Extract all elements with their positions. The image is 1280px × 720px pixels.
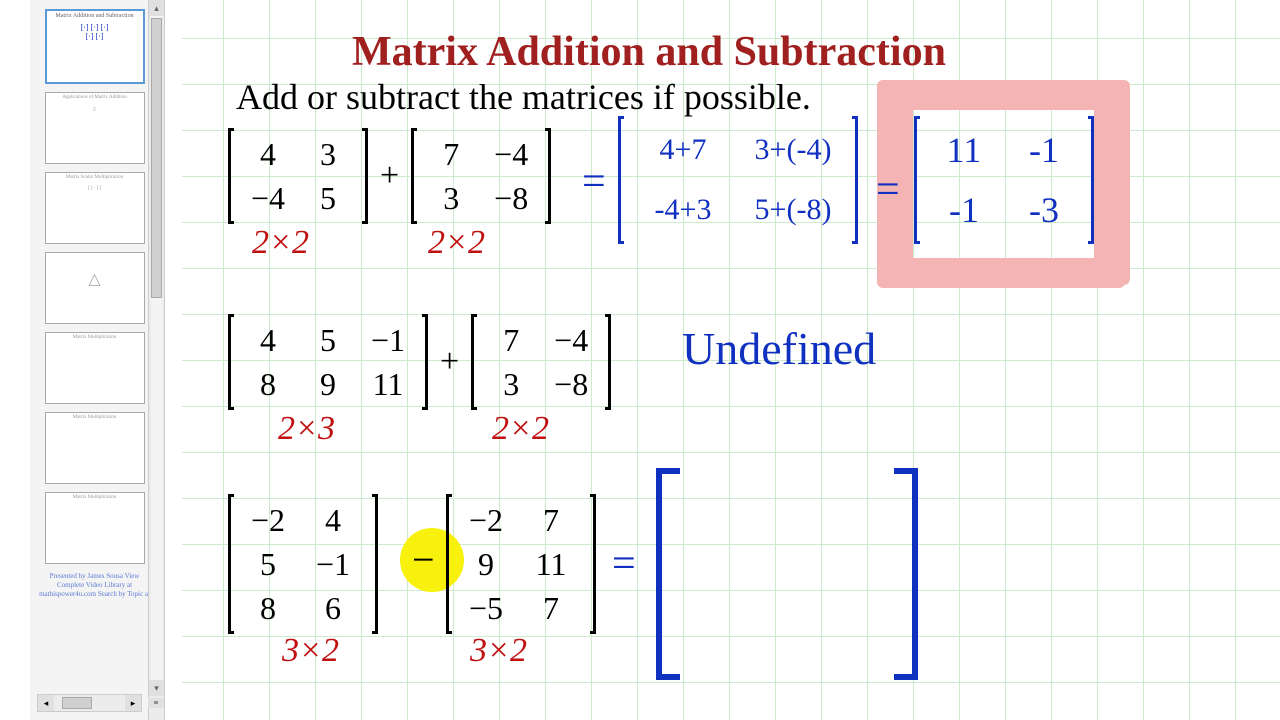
slide-title: Matrix Addition and Subtraction: [352, 28, 946, 76]
problem2-lhs: 45−1 8911 + 7−4 3−8: [228, 314, 611, 410]
slide-canvas: Matrix Addition and Subtraction Add or s…: [182, 0, 1280, 720]
cell: 5: [298, 318, 358, 362]
cell: 11: [358, 362, 418, 406]
scroll-down-arrow[interactable]: ▾: [149, 680, 164, 696]
cell: 6: [298, 586, 368, 630]
scroll-right-arrow[interactable]: ▸: [125, 695, 141, 711]
thumb-label: Matrix Scalar Multiplication: [66, 175, 123, 180]
thumb-label: Matrix Multiplication: [73, 335, 116, 340]
cell: 8: [238, 586, 298, 630]
p2-matrix-B: 7−4 3−8: [471, 314, 611, 410]
cell: 7: [516, 498, 586, 542]
sidebar-credits: Presented by James Sousa View Complete V…: [37, 572, 152, 599]
p1-dimB: 2×2: [428, 224, 485, 262]
slide-thumb-5[interactable]: Matrix Multiplication: [45, 332, 145, 404]
cell: 4: [238, 132, 298, 176]
thumb-label: Matrix Multiplication: [73, 415, 116, 420]
cell: 9: [456, 542, 516, 586]
p3-result-bracket-left: [656, 468, 680, 680]
p1-matrix-B: 7−4 3−8: [411, 128, 551, 224]
thumb-label: Matrix Multiplication: [73, 495, 116, 500]
cell: 3+(-4): [738, 120, 848, 180]
cell: 5: [238, 542, 298, 586]
cell: 7: [481, 318, 541, 362]
p3-op: −: [412, 536, 435, 583]
p1-eq1: =: [582, 158, 606, 206]
cell: -1: [1004, 120, 1084, 180]
hscroll-thumb[interactable]: [62, 697, 92, 709]
p1-dimA: 2×2: [252, 224, 309, 262]
cell: 5+(-8): [738, 180, 848, 240]
thumb-label: Applications of Matrix Addition: [62, 95, 127, 100]
p2-op: +: [432, 343, 467, 381]
cell: -4+3: [628, 180, 738, 240]
p2-undefined: Undefined: [682, 322, 876, 375]
slide-thumb-4[interactable]: △: [45, 252, 145, 324]
cell: −1: [358, 318, 418, 362]
cell: 4: [238, 318, 298, 362]
highlight-right: [1094, 80, 1130, 285]
problem1-lhs: 43 −45 + 7−4 3−8: [228, 128, 551, 224]
thumb-label: Matrix Addition and Subtraction: [55, 13, 133, 19]
highlight-bottom: [877, 258, 1125, 288]
cell: 3: [298, 132, 358, 176]
p1-op: +: [372, 157, 407, 195]
cell: 8: [238, 362, 298, 406]
slide-thumb-6[interactable]: Matrix Multiplication: [45, 412, 145, 484]
cell: 7: [516, 586, 586, 630]
cell: −4: [481, 132, 541, 176]
cell: 9: [298, 362, 358, 406]
p1-work: 4+73+(-4) -4+35+(-8): [618, 116, 858, 244]
p1-eq2: =: [876, 166, 900, 214]
thumbnail-sidebar: Matrix Addition and Subtraction[·] [·] […: [30, 0, 165, 720]
p2-dimA: 2×3: [278, 410, 335, 448]
p2-dimB: 2×2: [492, 410, 549, 448]
cell: −2: [456, 498, 516, 542]
p3-dimA: 3×2: [282, 632, 339, 670]
cell: −4: [238, 176, 298, 220]
scroll-thumb[interactable]: [151, 18, 162, 298]
p3-eq: =: [612, 540, 636, 588]
cell: 11: [924, 120, 1004, 180]
p2-matrix-A: 45−1 8911: [228, 314, 428, 410]
scroll-up-arrow[interactable]: ▴: [149, 0, 164, 16]
cell: 5: [298, 176, 358, 220]
p1-result: 11-1 -1-3: [914, 116, 1094, 244]
cell: −2: [238, 498, 298, 542]
p3-matrix-A: −24 5−1 86: [228, 494, 378, 634]
scroll-left-arrow[interactable]: ◂: [38, 695, 54, 711]
p1-work-matrix: 4+73+(-4) -4+35+(-8): [618, 116, 858, 244]
sidebar-hscroll[interactable]: ◂ ▸: [37, 694, 142, 712]
slide-thumb-1[interactable]: Matrix Addition and Subtraction[·] [·] […: [45, 9, 145, 84]
sidebar-vscroll[interactable]: ▴ ≡ ▾: [148, 0, 164, 720]
cell: −8: [541, 362, 601, 406]
cell: 7: [421, 132, 481, 176]
p3-matrix-B-wrap: −27 911 −57: [446, 494, 596, 634]
cell: −8: [481, 176, 541, 220]
cell: 11: [516, 542, 586, 586]
cell: 3: [421, 176, 481, 220]
slide-thumb-7[interactable]: Matrix Multiplication: [45, 492, 145, 564]
cell: -3: [1004, 180, 1084, 240]
p1-matrix-A: 43 −45: [228, 128, 368, 224]
cell: −4: [541, 318, 601, 362]
splitter-grip[interactable]: ≡: [148, 698, 164, 708]
cell: −1: [298, 542, 368, 586]
problem3-lhs: −24 5−1 86: [228, 494, 378, 634]
cell: 3: [481, 362, 541, 406]
slide-thumb-2[interactable]: Applications of Matrix Addition△: [45, 92, 145, 164]
slide-thumb-3[interactable]: Matrix Scalar Multiplication[ ] · [ ]: [45, 172, 145, 244]
p1-result-matrix: 11-1 -1-3: [914, 116, 1094, 244]
cell: 4+7: [628, 120, 738, 180]
cell: −5: [456, 586, 516, 630]
cell: -1: [924, 180, 1004, 240]
p3-result-bracket-right: [894, 468, 918, 680]
slide-subtitle: Add or subtract the matrices if possible…: [236, 76, 811, 118]
cell: 4: [298, 498, 368, 542]
highlight-top: [877, 80, 1125, 110]
thumbnail-list: Matrix Addition and Subtraction[·] [·] […: [37, 5, 152, 680]
p3-dimB: 3×2: [470, 632, 527, 670]
p3-matrix-B: −27 911 −57: [446, 494, 596, 634]
